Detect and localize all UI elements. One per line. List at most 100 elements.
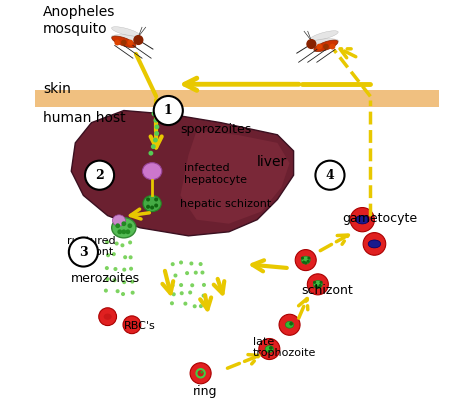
Ellipse shape [368, 240, 381, 248]
Text: 4: 4 [326, 169, 334, 182]
Circle shape [183, 302, 187, 306]
Circle shape [173, 274, 177, 278]
Circle shape [304, 261, 307, 265]
Text: schizont: schizont [301, 284, 354, 298]
Circle shape [105, 266, 109, 270]
Circle shape [121, 221, 126, 226]
Ellipse shape [317, 44, 322, 50]
Ellipse shape [112, 218, 136, 238]
Ellipse shape [196, 370, 205, 377]
Circle shape [123, 255, 127, 259]
Text: merozoites: merozoites [71, 272, 140, 285]
Circle shape [201, 271, 204, 275]
Circle shape [179, 283, 183, 287]
FancyBboxPatch shape [35, 90, 439, 107]
Ellipse shape [313, 280, 322, 288]
Circle shape [112, 278, 117, 282]
Circle shape [128, 255, 133, 259]
Circle shape [121, 292, 125, 296]
Circle shape [307, 256, 310, 260]
Polygon shape [71, 111, 293, 236]
Circle shape [171, 262, 175, 266]
Ellipse shape [329, 44, 336, 50]
Circle shape [152, 112, 156, 116]
Circle shape [122, 268, 126, 271]
Ellipse shape [142, 163, 162, 179]
Ellipse shape [357, 215, 368, 224]
Circle shape [112, 252, 116, 256]
Circle shape [105, 277, 109, 281]
Circle shape [129, 267, 133, 271]
Text: RBC's: RBC's [124, 321, 155, 331]
Circle shape [122, 280, 126, 284]
Ellipse shape [264, 346, 274, 353]
Circle shape [150, 206, 154, 210]
Circle shape [69, 237, 98, 267]
Circle shape [154, 118, 158, 123]
Circle shape [179, 260, 183, 265]
Ellipse shape [128, 39, 133, 46]
Text: hepatic schizont: hepatic schizont [181, 199, 272, 210]
Ellipse shape [323, 44, 329, 50]
Circle shape [190, 363, 211, 384]
Circle shape [199, 304, 203, 308]
Ellipse shape [143, 195, 161, 212]
Circle shape [128, 241, 132, 245]
Circle shape [289, 322, 293, 326]
Ellipse shape [285, 321, 294, 328]
Text: skin: skin [43, 82, 71, 96]
Text: 3: 3 [79, 245, 88, 258]
Text: sporozoites: sporozoites [181, 123, 252, 136]
Ellipse shape [310, 39, 338, 46]
Circle shape [105, 240, 109, 244]
Circle shape [350, 208, 374, 232]
Ellipse shape [121, 39, 127, 46]
Circle shape [201, 371, 203, 374]
Text: human host: human host [43, 111, 126, 125]
Circle shape [185, 271, 189, 275]
Ellipse shape [356, 215, 369, 224]
Circle shape [306, 39, 317, 49]
Circle shape [279, 314, 300, 335]
Circle shape [188, 291, 192, 295]
Circle shape [154, 204, 158, 208]
Circle shape [315, 161, 345, 190]
Circle shape [155, 125, 159, 129]
Circle shape [295, 249, 316, 271]
Ellipse shape [301, 256, 310, 264]
Circle shape [307, 260, 310, 263]
Circle shape [153, 138, 158, 142]
Circle shape [154, 197, 158, 201]
Circle shape [131, 291, 135, 295]
Ellipse shape [285, 322, 294, 328]
Circle shape [172, 292, 176, 296]
Circle shape [301, 256, 304, 260]
Circle shape [199, 262, 203, 266]
Circle shape [126, 230, 130, 234]
Circle shape [120, 243, 125, 247]
Circle shape [190, 283, 194, 287]
Circle shape [314, 285, 318, 288]
Circle shape [123, 316, 141, 334]
Text: ruptured
schizont: ruptured schizont [67, 236, 116, 258]
Circle shape [148, 151, 153, 155]
Circle shape [194, 271, 198, 275]
Ellipse shape [104, 313, 112, 320]
Circle shape [133, 35, 144, 45]
Circle shape [302, 260, 305, 264]
Text: ring: ring [192, 385, 217, 398]
Circle shape [171, 284, 174, 288]
Circle shape [170, 301, 174, 305]
Circle shape [202, 283, 206, 287]
Circle shape [307, 274, 328, 295]
Circle shape [146, 197, 150, 201]
Circle shape [118, 230, 122, 234]
Ellipse shape [112, 36, 136, 48]
Circle shape [146, 205, 150, 209]
Ellipse shape [112, 215, 126, 226]
Circle shape [151, 144, 155, 149]
Circle shape [201, 293, 206, 298]
Circle shape [363, 233, 386, 255]
Circle shape [104, 289, 108, 293]
Text: 1: 1 [164, 104, 173, 117]
